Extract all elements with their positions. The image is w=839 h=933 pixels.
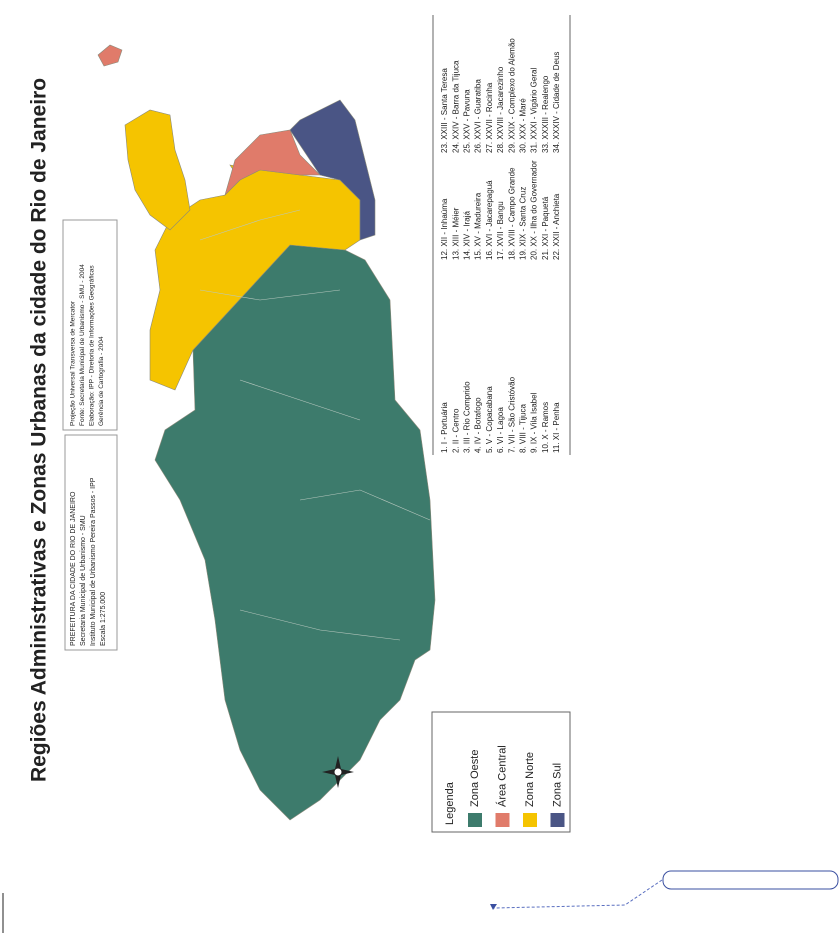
- compass: [322, 756, 354, 788]
- region-item: 23. XXIII - Santa Teresa: [440, 68, 449, 153]
- legend-swatch: [495, 813, 510, 827]
- region-item: 16. XVI - Jacarepaguá: [485, 180, 494, 260]
- projection-line: Fonte: Secretaria Municipal de Urbanismo…: [79, 264, 86, 426]
- region-item: 27. XXVII - Rocinha: [485, 82, 494, 153]
- region-item: 33. XXXIII - Realengo: [541, 75, 550, 153]
- region-item: 20. XX - Ilha do Governador: [530, 160, 539, 260]
- connector-tip: [490, 904, 497, 910]
- region-item: 22. XXII - Anchieta: [552, 193, 561, 260]
- region-item: 6. VI - Lagoa: [496, 407, 505, 453]
- compass-center: [333, 767, 343, 777]
- text-input[interactable]: [662, 870, 839, 890]
- legend-swatch: [523, 813, 537, 827]
- credit-line: Instituto Municipal de Urbanismo Pereira…: [90, 477, 97, 646]
- region-item: 18. XVIII - Campo Grande: [507, 167, 516, 260]
- region-item: 11. XI - Penha: [552, 402, 561, 453]
- zona-oeste: [154, 244, 436, 821]
- legend-label: Zona Sul: [551, 763, 563, 807]
- region-item: 21. XXI - Paquetá: [541, 196, 550, 260]
- region-item: 14. XIV - Irajá: [463, 211, 472, 260]
- map: [97, 44, 436, 821]
- region-item: 29. XXIX - Complexo do Alemão: [507, 38, 516, 153]
- region-item: 5. V - Copacabana: [485, 386, 494, 453]
- region-item: 28. XXVIII - Jacarezinho: [496, 66, 505, 153]
- region-item: 17. XVII - Bangu: [496, 201, 505, 260]
- credit-line: Secretaria Municipal de Urbanismo - SMU: [80, 515, 87, 646]
- region-item: 3. III - Rio Comprido: [463, 381, 472, 453]
- area-central-paqueta: [97, 44, 123, 67]
- zona-sul: [289, 99, 376, 241]
- region-item: 34. XXXIV - Cidade de Deus: [552, 52, 561, 153]
- area-central: [224, 129, 321, 197]
- legend-title: Legenda: [444, 781, 456, 825]
- region-item: 1. I - Portuária: [440, 402, 449, 453]
- region-item: 9. IX - Vila Isabel: [530, 392, 539, 453]
- region-item: 30. XXX - Maré: [519, 98, 528, 153]
- region-borders: [199, 209, 431, 641]
- region-item: 24. XXIV - Barra da Tijuca: [451, 60, 460, 153]
- projection-box: [62, 219, 118, 431]
- region-item: 10. X - Ramos: [541, 402, 550, 453]
- region-item: 4. IV - Botafogo: [474, 397, 483, 453]
- legend-swatch: [550, 813, 565, 827]
- region-item: 8. VIII - Tijuca: [519, 404, 528, 453]
- rotated-layer: Regiões Administrativas e Zonas Urbanas …: [28, 38, 565, 827]
- projection-line: Elaboração: IPP - Diretoria de Informaçõ…: [89, 265, 96, 426]
- connector: [493, 879, 663, 909]
- legend-label: Zona Oeste: [469, 750, 481, 807]
- credit-line: Escala 1:275.000: [100, 592, 107, 646]
- credits-box: [64, 434, 118, 651]
- region-item: 12. XII - Inhaúma: [440, 198, 449, 260]
- region-item: 15. XV - Madureira: [474, 192, 483, 260]
- credit-line: PREFEITURA DA CIDADE DO RIO DE JANEIRO: [70, 491, 77, 646]
- zona-norte-ilha: [124, 109, 191, 231]
- projection-line: Gerência de Cartografia - 2004: [98, 336, 105, 426]
- region-item: 7. VII - São Cristóvão: [507, 376, 516, 453]
- region-item: 26. XXVI - Guaratiba: [474, 79, 483, 153]
- legend-box: [431, 711, 571, 833]
- map-title: Regiões Administrativas e Zonas Urbanas …: [28, 78, 51, 782]
- legend-swatch: [468, 813, 482, 827]
- region-item: 31. XXXI - Vigário Geral: [530, 68, 539, 153]
- region-item: 13. XIII - Méier: [451, 207, 460, 260]
- region-item: 25. XXV - Pavuna: [463, 89, 472, 153]
- region-item: 19. XIX - Santa Cruz: [519, 187, 528, 260]
- legend-label: Área Central: [495, 745, 508, 807]
- projection-line: Projeção Universal Transversa de Mercato…: [70, 300, 77, 426]
- legend-label: Zona Norte: [524, 752, 536, 807]
- region-item: 2. II - Centro: [451, 408, 460, 453]
